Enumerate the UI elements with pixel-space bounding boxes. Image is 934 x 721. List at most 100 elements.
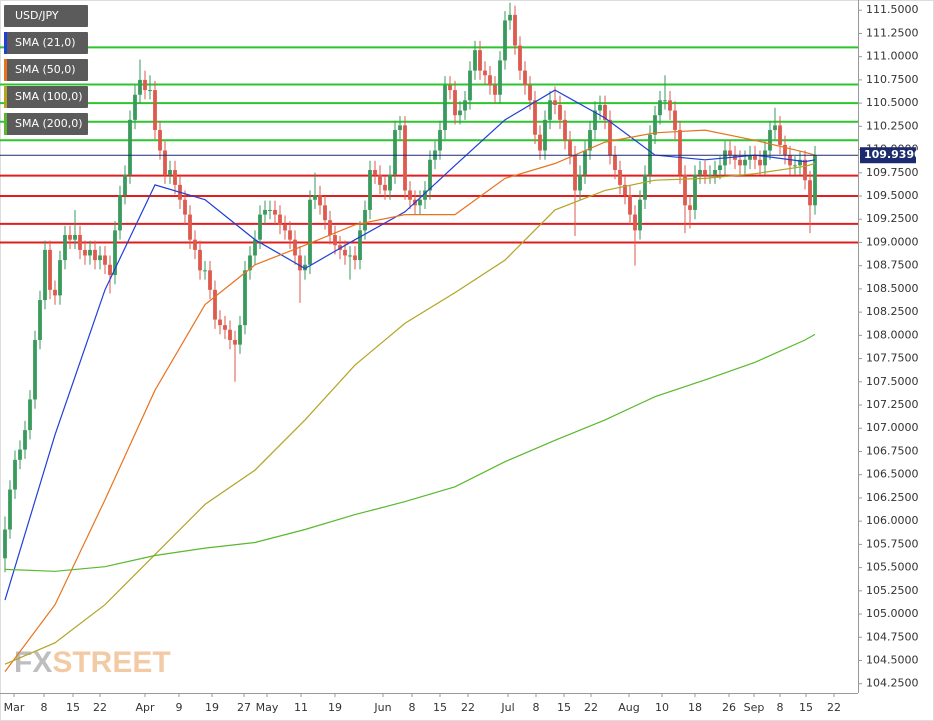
candle-body [678,130,682,175]
x-tick-label: Apr [135,701,155,714]
candle-body [768,130,772,151]
sma-line [4,89,816,601]
candle-body [708,174,712,176]
y-tick-label: 108.7500 [866,259,919,272]
candle-body [643,174,647,200]
candle-body [218,319,222,326]
candle-body [478,50,482,71]
candle-body [13,459,17,490]
y-tick-label: 109.7500 [866,166,919,179]
candle-body [763,150,767,166]
candle-body [248,255,252,271]
legend-box [4,113,88,135]
x-tick-label: 22 [584,701,598,714]
candle-body [258,214,262,240]
candle-body [333,235,337,246]
candle-body [408,190,412,200]
candle-body [153,90,157,131]
candle-body [578,174,582,191]
candle-body [748,155,752,160]
candle-body [713,169,717,175]
candle-body [93,249,97,261]
x-tick-label: Sep [744,701,765,714]
y-tick-label: 105.0000 [866,607,919,620]
candle-body [378,174,382,185]
candle-body [673,110,677,131]
candle-body [628,195,632,215]
candle-body [518,45,522,71]
candle-body [143,79,147,91]
x-tick-label: 26 [722,701,736,714]
x-tick-label: May [256,701,279,714]
y-tick-label: 110.5000 [866,96,919,109]
y-tick-label: 104.5000 [866,653,919,666]
y-tick-label: 110.2500 [866,119,919,132]
candle-body [683,174,687,206]
candle-body [448,85,452,91]
candle-body [308,199,312,265]
x-tick-label: Aug [618,701,639,714]
x-tick-label: 22 [827,701,841,714]
candle-body [493,85,497,95]
candle-body [498,60,502,95]
candle-body [298,255,302,271]
candle-body [128,119,132,175]
candle-body [508,14,512,21]
last-price-box [860,147,916,164]
candle-body [738,159,742,166]
candle-body [358,230,362,261]
candle-body [183,199,187,215]
x-tick-label: 8 [777,701,784,714]
x-tick-label: 11 [294,701,308,714]
candle-body [18,449,22,460]
y-tick-label: 104.2500 [866,677,919,690]
candle-body [163,150,167,175]
candle-body [773,125,777,131]
y-tick-label: 104.7500 [866,630,919,643]
candle-body [123,174,127,196]
candle-body [263,209,267,215]
candle-body [38,300,42,340]
x-tick-label: Mar [4,701,25,714]
candle-body [203,270,207,272]
candle-body [113,230,117,275]
legend-label: SMA (50,0) [15,63,76,76]
x-tick-label: 15 [799,701,813,714]
candle-body [703,169,707,175]
candle-body [223,325,227,330]
y-tick-label: 105.2500 [866,584,919,597]
y-tick-label: 106.0000 [866,514,919,527]
candle-body [23,430,27,450]
candle-body [268,209,272,211]
candle-body [483,70,487,76]
candle-body [328,220,332,236]
candle-body [28,399,32,431]
candle-body [233,339,237,345]
candle-body [78,235,82,250]
candle-body [463,100,467,111]
candle-body [103,255,107,265]
candle-body [58,260,62,296]
candle-body [213,289,217,320]
candle-body [253,239,257,256]
candle-body [648,134,652,175]
y-tick-label: 111.2500 [866,26,919,39]
candle-body [658,100,662,116]
y-tick-label: 109.5000 [866,189,919,202]
candle-body [313,195,317,200]
candle-body [543,119,547,151]
candle-body [288,230,292,240]
candle-body [458,110,462,116]
candle-body [318,195,322,206]
candle-body [423,190,427,200]
y-tick-label: 109.2500 [866,212,919,225]
candle-body [228,329,232,340]
x-tick-label: 18 [688,701,702,714]
candle-body [438,130,442,151]
candle-body [118,195,122,231]
candle-body [468,70,472,101]
x-tick-label: 8 [409,701,416,714]
candle-body [523,70,527,86]
candle-body [568,140,572,156]
